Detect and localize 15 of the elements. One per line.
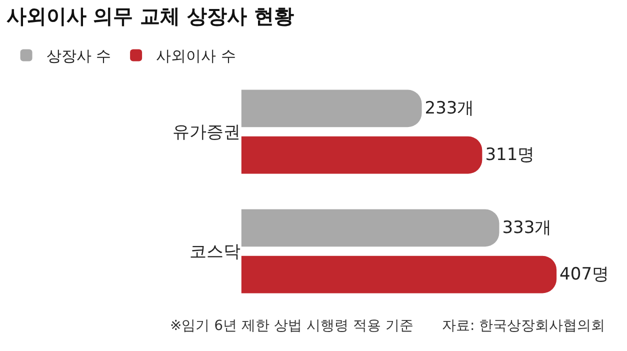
data-label: 333개 — [502, 218, 552, 238]
y-tick-label: 코스닥 — [189, 242, 240, 262]
bar — [241, 90, 422, 128]
data-label: 407명 — [560, 264, 610, 285]
bar — [241, 256, 557, 294]
bar — [241, 136, 482, 174]
bar — [241, 209, 500, 247]
chart-title: 사외이사 의무 교체 상장사 현황 — [6, 4, 294, 28]
legend-label: 사외이사 수 — [156, 47, 236, 66]
data-label: 233개 — [424, 98, 474, 118]
text: ※임기 6년 제한 상법 시행령 적용 기준 — [170, 318, 414, 334]
legend-label: 상장사 수 — [46, 47, 112, 66]
data-label: 311명 — [485, 145, 535, 166]
y-tick-label: 유가증권 — [172, 122, 240, 143]
text: 자료: 한국상장회사협의회 — [442, 318, 606, 334]
